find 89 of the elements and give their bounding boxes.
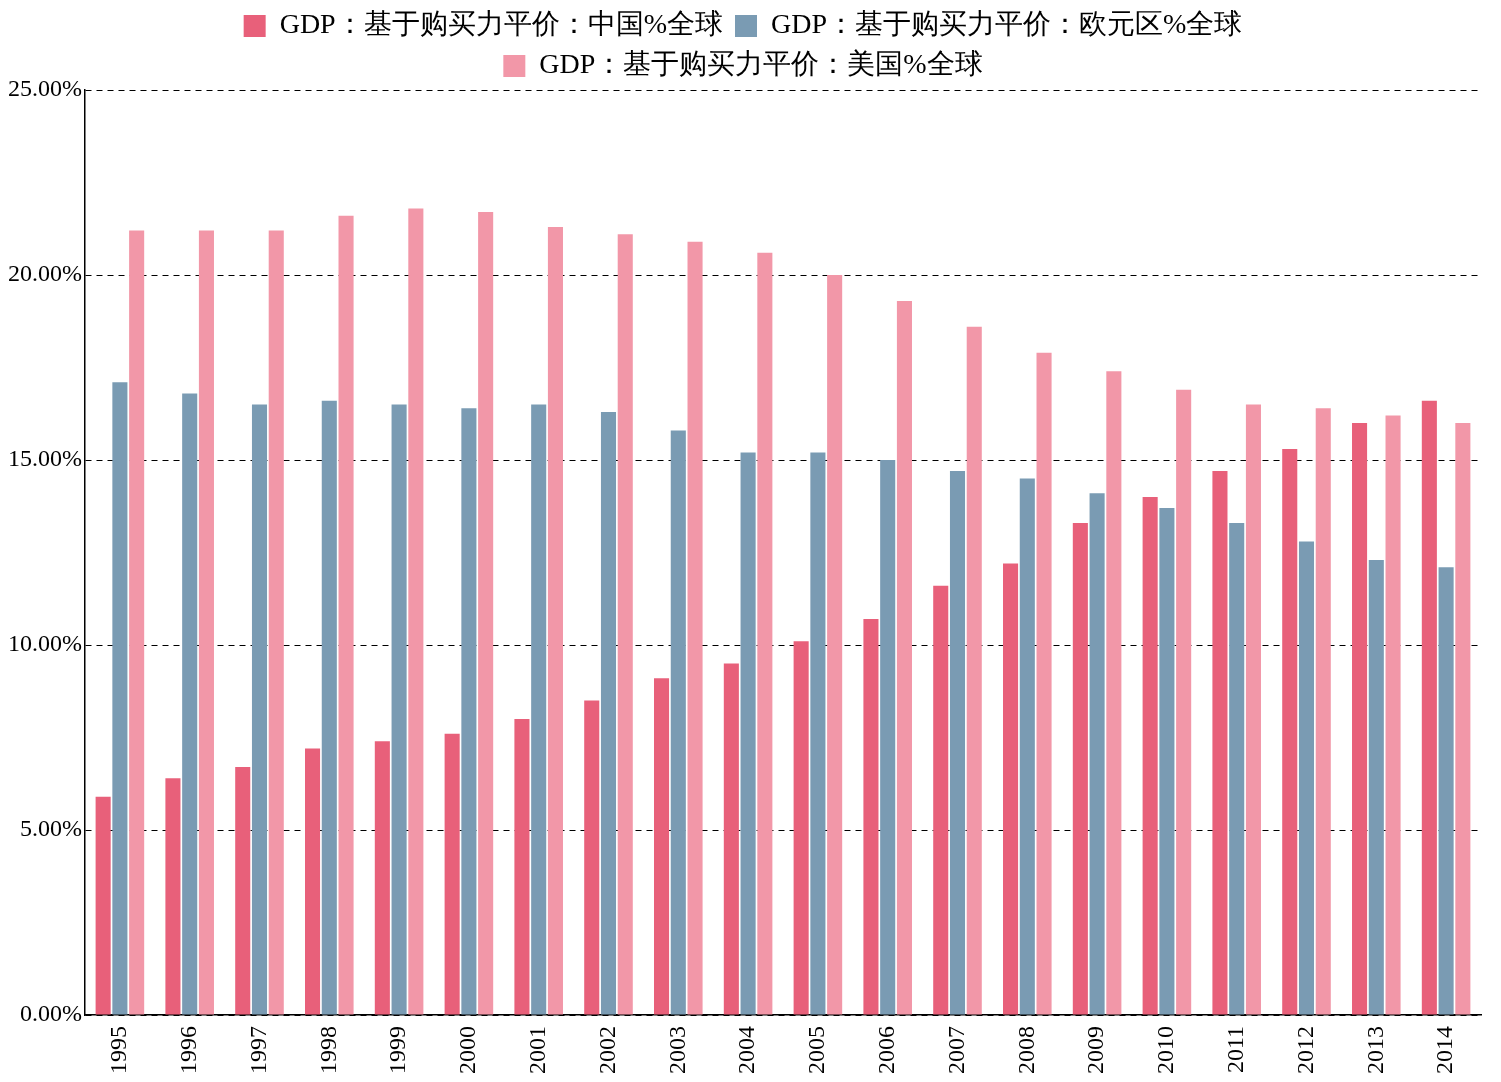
bar — [1176, 389, 1192, 1015]
bar — [810, 452, 826, 1015]
bar — [235, 767, 251, 1015]
bar — [165, 778, 181, 1015]
bar — [880, 460, 896, 1015]
bar — [670, 430, 686, 1015]
bar — [793, 641, 809, 1015]
bar — [182, 393, 198, 1015]
y-tick-label: 5.00% — [19, 815, 82, 842]
bar — [1229, 522, 1245, 1015]
bar — [1298, 541, 1315, 1015]
bar — [757, 252, 773, 1015]
x-tick-label: 2014 — [1431, 1026, 1458, 1074]
bar — [251, 404, 268, 1015]
bar — [1455, 423, 1471, 1015]
x-tick-label: 2001 — [523, 1026, 550, 1074]
bar — [966, 326, 982, 1015]
x-tick-label: 2002 — [593, 1026, 620, 1074]
bar — [391, 404, 407, 1015]
x-tick-label: 1997 — [244, 1026, 271, 1074]
bar — [514, 719, 530, 1015]
x-tick-label: 1999 — [384, 1026, 411, 1074]
bar — [1072, 522, 1088, 1015]
bar — [1089, 493, 1105, 1015]
bar — [896, 300, 912, 1015]
legend-label: GDP：基于购买力平价：美国%全球 — [539, 48, 983, 80]
bar — [478, 212, 494, 1015]
bar — [1106, 371, 1122, 1015]
bar — [863, 619, 879, 1015]
bar — [547, 226, 563, 1015]
bar — [531, 404, 547, 1015]
x-tick-label: 2013 — [1361, 1026, 1388, 1074]
bar — [129, 230, 145, 1015]
x-tick-label: 2007 — [942, 1026, 969, 1074]
x-tick-label: 2009 — [1082, 1026, 1109, 1074]
y-tick-label: 10.00% — [7, 630, 82, 657]
bar — [584, 700, 600, 1015]
bar — [1385, 415, 1401, 1015]
bar — [374, 741, 390, 1015]
bar — [654, 678, 670, 1015]
bar — [321, 400, 337, 1015]
bar — [1421, 400, 1437, 1015]
y-tick-label: 15.00% — [7, 445, 82, 472]
bar — [1003, 563, 1019, 1015]
bar — [827, 275, 843, 1015]
bar — [1019, 478, 1035, 1015]
bar — [112, 382, 128, 1015]
bar — [1142, 497, 1158, 1015]
x-tick-label: 2012 — [1291, 1026, 1318, 1074]
bar — [740, 452, 756, 1015]
bar — [268, 230, 284, 1015]
x-tick-label: 1995 — [105, 1026, 132, 1074]
x-tick-label: 2004 — [733, 1026, 760, 1074]
bar — [1368, 559, 1384, 1015]
bar — [444, 733, 460, 1015]
bar — [1352, 423, 1368, 1015]
x-tick-label: 2000 — [454, 1026, 481, 1074]
bar — [1282, 448, 1298, 1015]
bar — [1159, 508, 1175, 1015]
bar — [600, 411, 617, 1015]
bar — [461, 408, 477, 1015]
x-tick-label: 1998 — [314, 1026, 341, 1074]
bar — [198, 230, 214, 1015]
x-tick-label: 2003 — [663, 1026, 690, 1074]
x-tick-label: 2008 — [1012, 1026, 1039, 1074]
bar — [949, 471, 966, 1015]
y-tick-label: 25.00% — [7, 75, 82, 102]
bar — [1212, 471, 1228, 1015]
legend-label: GDP：基于购买力平价：中国%全球 — [279, 8, 724, 40]
x-tick-label: 2010 — [1152, 1026, 1179, 1074]
bar — [408, 208, 424, 1015]
legend-label: GDP：基于购买力平价：欧元区%全球 — [771, 8, 1243, 40]
x-tick-label: 1996 — [174, 1026, 201, 1074]
bar — [1438, 567, 1454, 1015]
bar — [95, 796, 111, 1015]
bar — [933, 585, 949, 1015]
y-tick-label: 0.00% — [19, 1000, 82, 1027]
x-tick-label: 2005 — [803, 1026, 830, 1074]
y-tick-label: 20.00% — [7, 260, 82, 287]
bar — [305, 748, 321, 1015]
x-tick-label: 2011 — [1222, 1026, 1248, 1074]
bar — [338, 215, 354, 1015]
bar — [1245, 404, 1261, 1015]
bar — [687, 241, 703, 1015]
x-tick-label: 2006 — [872, 1026, 899, 1074]
bar — [617, 234, 633, 1015]
bar — [1036, 352, 1052, 1015]
bar — [723, 663, 739, 1015]
bar — [1315, 408, 1331, 1015]
